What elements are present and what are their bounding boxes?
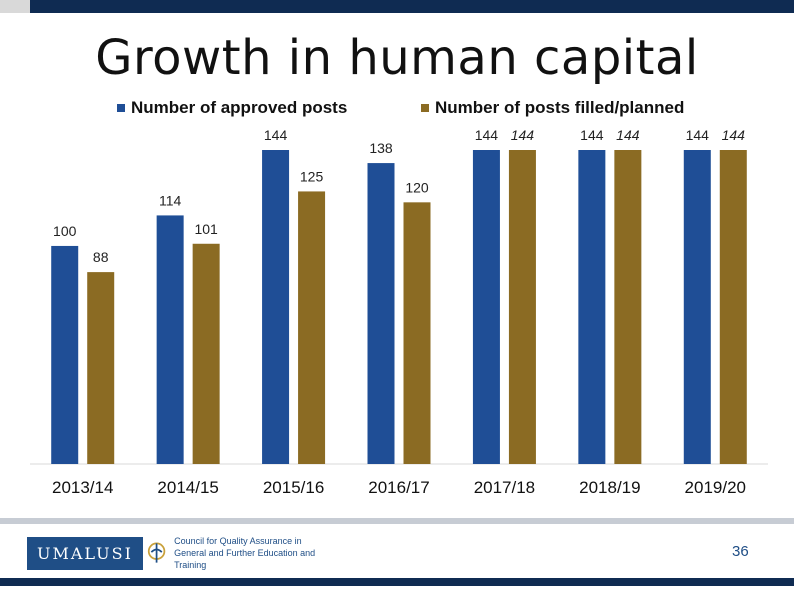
- page-number: 36: [732, 543, 749, 560]
- label-approved-6: 144: [686, 127, 710, 143]
- x-tick-label-5: 2018/19: [579, 478, 640, 497]
- bar-filled-1: [192, 243, 220, 464]
- label-approved-4: 144: [475, 127, 499, 143]
- bar-filled-0: [87, 272, 115, 464]
- label-filled-4: 144: [511, 127, 535, 143]
- legend-item-filled: Number of posts filled/planned: [421, 98, 684, 118]
- legend-label-filled: Number of posts filled/planned: [435, 98, 685, 117]
- bar-approved-0: [51, 245, 79, 464]
- bar-filled-5: [614, 150, 642, 464]
- org-line-1: Council for Quality Assurance in: [174, 536, 302, 546]
- label-approved-5: 144: [580, 127, 604, 143]
- bar-approved-6: [683, 150, 711, 464]
- label-approved-1: 114: [159, 192, 182, 208]
- x-tick-label-4: 2017/18: [474, 478, 535, 497]
- legend-swatch-approved: [117, 104, 125, 112]
- label-filled-6: 144: [722, 127, 746, 143]
- bar-approved-5: [578, 150, 606, 464]
- header-bar: [0, 0, 794, 13]
- label-filled-1: 101: [194, 221, 218, 237]
- label-filled-2: 125: [300, 168, 324, 184]
- bar-filled-6: [719, 150, 747, 464]
- label-filled-3: 120: [405, 179, 429, 195]
- bar-approved-2: [262, 150, 290, 464]
- x-tick-label-1: 2014/15: [157, 478, 218, 497]
- label-approved-2: 144: [264, 127, 288, 143]
- org-name: Council for Quality Assurance in General…: [174, 535, 327, 571]
- bar-chart: 100 88 2013/14 114 101 2014/15 144 125 2015/16 13…: [30, 127, 768, 497]
- label-filled-0: 88: [93, 249, 109, 265]
- emblem-icon: [147, 542, 166, 563]
- footer-bar: [0, 578, 794, 586]
- label-approved-0: 100: [53, 223, 77, 239]
- legend-swatch-filled: [421, 104, 429, 112]
- legend-item-approved: Number of approved posts: [117, 98, 347, 118]
- bar-approved-1: [156, 215, 184, 464]
- org-line-2: General and Further Education and Traini…: [174, 548, 316, 570]
- x-tick-label-0: 2013/14: [52, 478, 113, 497]
- x-tick-label-2: 2015/16: [263, 478, 324, 497]
- footer-divider: [0, 518, 794, 524]
- legend-label-approved: Number of approved posts: [131, 98, 348, 117]
- page-title: Growth in human capital: [95, 30, 699, 86]
- bar-filled-4: [508, 150, 536, 464]
- bar-filled-2: [298, 191, 326, 465]
- bar-approved-3: [367, 163, 395, 465]
- label-approved-3: 138: [369, 140, 393, 156]
- label-filled-5: 144: [616, 127, 640, 143]
- x-tick-label-6: 2019/20: [685, 478, 746, 497]
- bar-approved-4: [472, 150, 500, 464]
- header-stripe: [0, 0, 30, 13]
- chart-legend: Number of approved posts Number of posts…: [0, 98, 794, 118]
- bar-filled-3: [403, 202, 431, 465]
- x-tick-label-3: 2016/17: [368, 478, 429, 497]
- logo-wordmark: UMALUSI: [27, 536, 143, 570]
- umalusi-logo: UMALUSI Council for Quality Assurance in…: [27, 533, 327, 573]
